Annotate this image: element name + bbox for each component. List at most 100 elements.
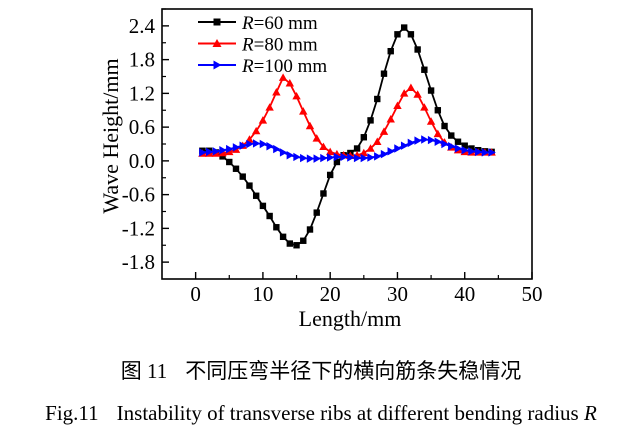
square-marker	[219, 153, 226, 160]
triangle-right-marker	[279, 148, 288, 157]
caption-en-figure-number: Fig.11	[45, 401, 99, 425]
triangle-up-marker	[393, 101, 402, 109]
triangle-up-marker	[413, 90, 422, 98]
square-marker	[226, 158, 233, 166]
triangle-up-marker	[278, 73, 288, 81]
triangle-right-marker	[213, 60, 222, 70]
x-tick-label: 0	[190, 282, 201, 306]
square-marker	[259, 202, 267, 210]
triangle-right-marker	[266, 142, 274, 151]
triangle-up-marker	[272, 88, 281, 96]
triangle-right-marker	[286, 151, 295, 160]
square-marker	[360, 134, 368, 141]
square-marker	[326, 171, 334, 179]
x-tick-label: 20	[320, 282, 341, 306]
triangle-up-marker	[319, 142, 328, 151]
triangle-right-marker	[441, 139, 449, 149]
square-marker	[461, 142, 468, 149]
triangle-right-marker	[448, 142, 456, 151]
square-marker	[300, 237, 307, 244]
triangle-right-marker	[340, 152, 348, 162]
triangle-right-marker	[461, 145, 469, 155]
triangle-right-marker	[313, 154, 321, 163]
square-marker	[367, 117, 374, 124]
square-marker	[232, 165, 240, 172]
y-tick-label: -1.8	[122, 250, 155, 274]
triangle-right-marker	[414, 136, 422, 145]
square-marker	[306, 226, 314, 233]
wave-height-chart: 0 10 20 30 40 50 -1.8 -1.2 -0.6 0.0 0.6 1.2 1.8 2.4 Le…	[98, 8, 543, 331]
caption-en-variable: R	[583, 401, 597, 425]
x-tick-label: 40	[454, 282, 475, 306]
triangle-right-marker	[474, 147, 483, 157]
triangle-right-marker	[380, 149, 389, 159]
triangle-up-marker	[305, 121, 315, 130]
square-marker	[380, 70, 388, 77]
triangle-right-marker	[333, 152, 342, 162]
triangle-up-marker	[285, 79, 295, 87]
triangle-right-marker	[239, 141, 247, 150]
series-R100mm	[199, 135, 496, 163]
square-marker	[279, 233, 287, 241]
caption-english: Fig.11 Instability of transverse ribs at …	[0, 401, 642, 426]
triangle-right-marker	[394, 144, 402, 153]
plot-frame	[161, 8, 533, 280]
caption-zh-text: 不同压弯半径下的横向筋条失稳情况	[185, 359, 522, 383]
caption-en-text: Instability of transverse ribs at differ…	[116, 401, 579, 425]
square-marker	[333, 158, 341, 166]
triangle-right-marker	[300, 153, 308, 163]
square-marker	[293, 242, 300, 249]
triangle-right-marker	[427, 135, 436, 145]
square-marker	[434, 107, 442, 114]
triangle-right-marker	[212, 147, 221, 156]
triangle-up-marker	[399, 89, 409, 97]
triangle-right-marker	[421, 135, 429, 144]
triangle-right-marker	[306, 154, 315, 163]
square-marker	[400, 24, 408, 31]
y-axis-label: Wave Height/mm	[98, 58, 123, 213]
triangle-right-marker	[326, 153, 335, 162]
y-tick-label: 1.8	[129, 48, 155, 72]
triangle-right-marker	[320, 153, 328, 163]
triangle-right-marker	[481, 148, 490, 157]
legend-label: R=80 mm	[241, 35, 318, 56]
triangle-up-marker	[258, 116, 268, 124]
triangle-right-marker	[434, 137, 443, 146]
square-marker	[353, 145, 361, 152]
triangle-up-marker	[265, 103, 274, 111]
square-marker	[246, 182, 253, 189]
y-tick-label: -0.6	[122, 183, 155, 207]
x-tick-label: 50	[522, 282, 543, 306]
triangle-right-marker	[232, 143, 241, 152]
square-marker	[313, 209, 320, 216]
triangle-right-marker	[407, 138, 416, 148]
triangle-up-marker	[379, 127, 389, 135]
square-marker	[454, 138, 462, 145]
square-marker	[427, 87, 435, 94]
triangle-right-marker	[246, 139, 254, 149]
triangle-up-marker	[292, 91, 301, 100]
triangle-right-marker	[360, 153, 369, 163]
triangle-right-marker	[252, 139, 261, 148]
triangle-right-marker	[353, 153, 362, 163]
triangle-right-marker	[259, 139, 268, 149]
triangle-up-marker	[325, 147, 335, 156]
triangle-right-marker	[367, 153, 375, 162]
triangle-up-marker	[251, 126, 261, 135]
y-tick-label: 0.0	[129, 149, 155, 173]
legend-label: R=100 mm	[241, 56, 327, 77]
triangle-up-marker	[359, 148, 369, 157]
triangle-up-marker	[426, 117, 436, 125]
square-marker	[448, 132, 455, 139]
square-marker	[239, 173, 246, 180]
square-marker	[414, 46, 421, 53]
y-tick-label: 0.6	[129, 115, 155, 139]
triangle-right-marker	[488, 148, 496, 157]
square-marker	[266, 212, 273, 220]
triangle-right-marker	[293, 152, 301, 162]
triangle-right-marker	[205, 147, 214, 157]
triangle-up-marker	[299, 107, 308, 115]
x-tick-label: 30	[387, 282, 408, 306]
y-tick-label: -1.2	[122, 216, 155, 240]
